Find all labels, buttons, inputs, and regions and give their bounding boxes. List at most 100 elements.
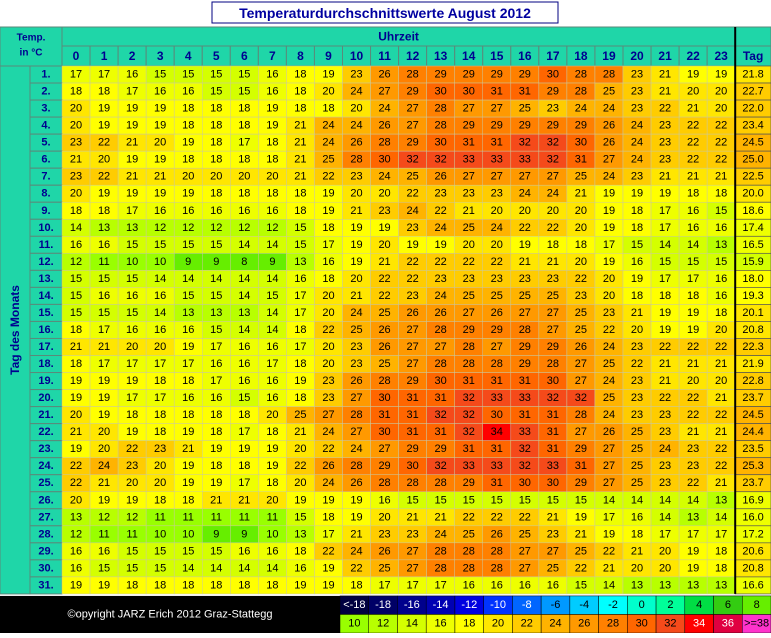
temperature-value: 23 [378, 205, 390, 217]
temperature-value: 11 [239, 511, 250, 523]
day-label: 8. [41, 188, 50, 200]
temperature-value: 33 [463, 154, 475, 166]
temperature-value: 24 [603, 103, 615, 115]
temperature-value: 16 [238, 205, 250, 217]
temperature-value: 20 [715, 86, 727, 98]
temperature-value: 19 [182, 460, 194, 472]
temperature-value: 22 [687, 137, 699, 149]
temperature-value: 14 [603, 579, 615, 591]
daily-average-value: 16.6 [742, 579, 763, 591]
temperature-value: 22 [491, 256, 503, 268]
temperature-value: 16 [154, 324, 166, 336]
temperature-value: 28 [547, 358, 559, 370]
temperature-value: 21 [575, 188, 587, 200]
temperature-value: 8 [241, 256, 247, 268]
temperature-value: 19 [98, 579, 110, 591]
temperature-value: 21 [547, 511, 559, 523]
temperature-value: 15 [435, 494, 447, 506]
temperature-value: 21 [407, 511, 419, 523]
temperature-value: 22 [575, 273, 587, 285]
temperature-value: 21 [294, 120, 306, 132]
temperature-value: 18 [182, 375, 194, 387]
temperature-value: 11 [267, 511, 278, 523]
temperature-value: 13 [98, 222, 110, 234]
temperature-value: 21 [659, 358, 671, 370]
temperature-value: 18 [126, 579, 138, 591]
temperature-value: 20 [322, 86, 334, 98]
temperature-value: 24 [659, 443, 671, 455]
temperature-value: 19 [659, 307, 671, 319]
temperature-value: 16 [266, 205, 278, 217]
temperature-value: 20 [687, 375, 699, 387]
temperature-value: 29 [435, 69, 447, 81]
temperature-value: 23 [631, 409, 643, 421]
title-box [211, 1, 559, 24]
legend-label: 24 [549, 618, 561, 630]
temperature-value: 18 [266, 137, 278, 149]
temperature-value: 27 [407, 324, 419, 336]
temperature-value: 18 [715, 188, 727, 200]
temperature-value: 15 [98, 307, 110, 319]
daily-average-value: 23.4 [742, 120, 763, 132]
temperature-value: 27 [575, 426, 587, 438]
temperature-value: 23 [322, 392, 334, 404]
temperature-value: 19 [70, 579, 82, 591]
temperature-value: 30 [435, 375, 447, 387]
temperature-value: 18 [210, 188, 222, 200]
temperature-value: 19 [98, 103, 110, 115]
temperature-value: 28 [407, 477, 419, 489]
temperature-value: 19 [322, 188, 334, 200]
temperature-value: 33 [519, 426, 531, 438]
day-label: 23. [38, 443, 53, 455]
temperature-value: 15 [238, 392, 250, 404]
temperature-value: 17 [238, 477, 250, 489]
temperature-value: 13 [294, 528, 306, 540]
temperature-value: 28 [519, 324, 531, 336]
temperature-value: 23 [70, 171, 82, 183]
temperature-value: 28 [378, 375, 390, 387]
temperature-value: 31 [491, 86, 503, 98]
day-label: 25. [38, 477, 53, 489]
temperature-value: 18 [154, 375, 166, 387]
temperature-value: 16 [98, 239, 110, 251]
temperature-value: 14 [603, 494, 615, 506]
temperature-value: 16 [463, 579, 475, 591]
temperature-value: 17 [659, 528, 671, 540]
temperature-value: 23 [463, 273, 475, 285]
temperature-value: 9 [213, 256, 219, 268]
temperature-value: 18 [70, 86, 82, 98]
temperature-value: 19 [98, 409, 110, 421]
corner-label: in °C [20, 48, 43, 59]
temperature-value: 23 [659, 409, 671, 421]
temperature-value: 19 [154, 154, 166, 166]
temperature-value: 23 [659, 460, 671, 472]
legend-label: 26 [578, 618, 590, 630]
temperature-value: 17 [126, 358, 138, 370]
temperature-value: 19 [687, 545, 699, 557]
temperature-value: 15 [70, 307, 82, 319]
temperature-value: 29 [575, 120, 587, 132]
day-label: 17. [38, 341, 53, 353]
temperature-value: 29 [463, 120, 475, 132]
temperature-value: 26 [378, 324, 390, 336]
temperature-value: 30 [463, 86, 475, 98]
temperature-value: 10 [182, 528, 194, 540]
temperature-value: 29 [519, 69, 531, 81]
temperature-value: 20 [463, 239, 475, 251]
hour-label: 19 [602, 49, 616, 63]
temperature-value: 21 [687, 426, 699, 438]
temperature-value: 21 [70, 426, 82, 438]
temperature-value: 20 [70, 188, 82, 200]
hour-label: 11 [378, 49, 391, 63]
temperature-value: 28 [378, 477, 390, 489]
temperature-value: 12 [126, 511, 138, 523]
temperature-value: 32 [519, 460, 531, 472]
temperature-value: 17 [715, 528, 727, 540]
temperature-value: 14 [687, 494, 699, 506]
temperature-value: 19 [182, 188, 194, 200]
temperature-value: 19 [350, 256, 362, 268]
temperature-value: 18 [210, 137, 222, 149]
temperature-value: 29 [378, 460, 390, 472]
temperature-value: 29 [463, 69, 475, 81]
temperature-value: 18 [631, 222, 643, 234]
